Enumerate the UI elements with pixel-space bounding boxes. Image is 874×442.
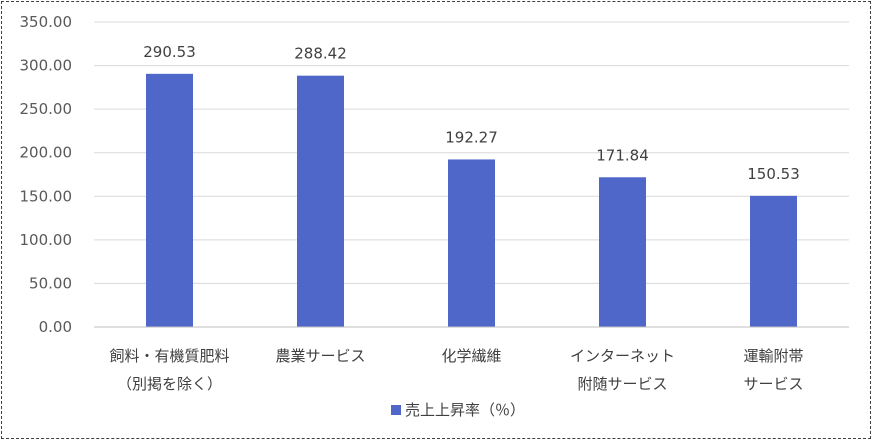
data-labels: 290.53 288.42 192.27 171.84 150.53 bbox=[143, 43, 800, 183]
bar bbox=[297, 75, 344, 328]
x-tick-label: 化学繊維 bbox=[441, 347, 501, 365]
y-axis: 0.00 50.00 100.00 150.00 200.00 250.00 300.00 3… bbox=[20, 13, 73, 336]
legend: 売上上昇率（％） bbox=[391, 401, 525, 419]
y-tick-label: 200.00 bbox=[20, 144, 73, 162]
data-label: 171.84 bbox=[596, 146, 649, 164]
x-tick-label: 飼料・有機質肥料 bbox=[109, 347, 229, 365]
data-label: 192.27 bbox=[445, 128, 498, 146]
bar bbox=[599, 177, 646, 327]
data-label: 290.53 bbox=[143, 43, 196, 61]
y-tick-label: 300.00 bbox=[20, 57, 73, 75]
x-tick-label: インターネット bbox=[570, 347, 675, 365]
y-tick-label: 150.00 bbox=[20, 187, 73, 205]
legend-swatch bbox=[391, 405, 401, 415]
x-tick-label: 附随サービス bbox=[577, 375, 667, 393]
gridlines bbox=[94, 21, 849, 284]
y-tick-label: 350.00 bbox=[20, 13, 73, 31]
bar bbox=[750, 195, 797, 327]
legend-label: 売上上昇率（％） bbox=[405, 401, 525, 419]
y-tick-label: 50.00 bbox=[29, 274, 72, 292]
data-label: 150.53 bbox=[747, 165, 800, 183]
x-tick-label: （別掲を除く） bbox=[117, 375, 222, 393]
y-tick-label: 0.00 bbox=[39, 318, 72, 336]
bar bbox=[448, 159, 495, 327]
bars bbox=[146, 73, 797, 328]
y-tick-label: 100.00 bbox=[20, 231, 73, 249]
data-label: 288.42 bbox=[294, 45, 347, 63]
bar bbox=[146, 73, 193, 328]
x-tick-label: サービス bbox=[743, 375, 803, 393]
y-tick-label: 250.00 bbox=[20, 100, 73, 118]
x-tick-label: 農業サービス bbox=[275, 347, 365, 365]
x-tick-label: 運輸附帯 bbox=[743, 347, 803, 365]
